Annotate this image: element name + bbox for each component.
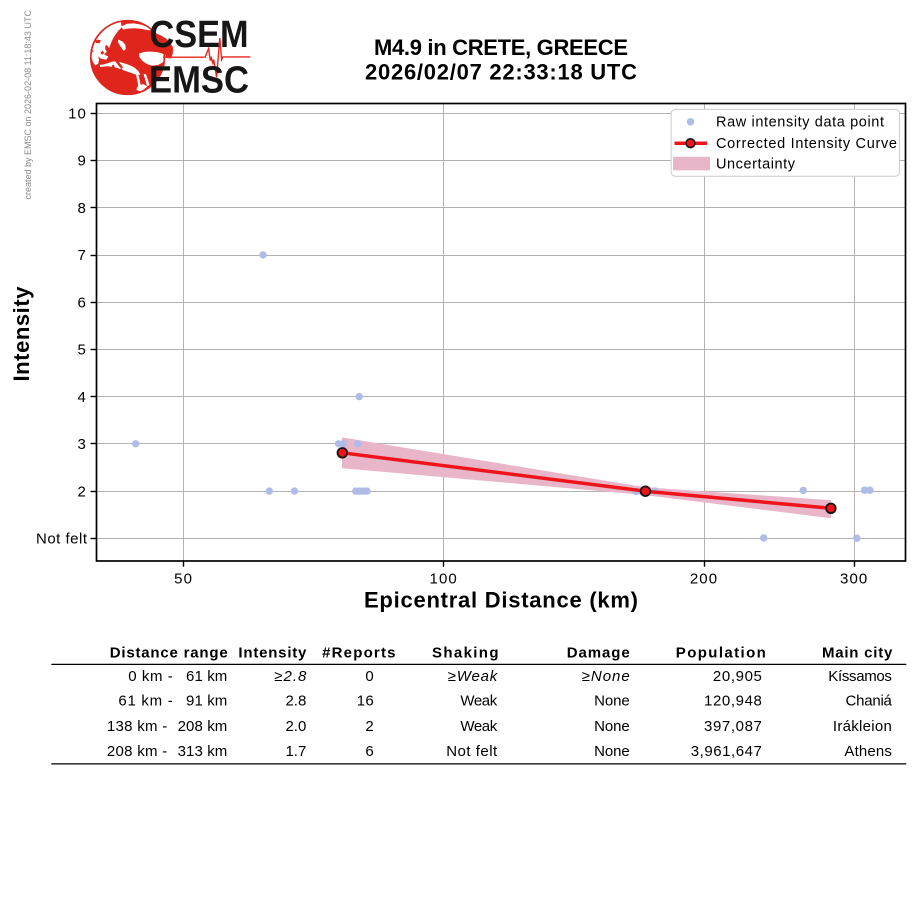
svg-text:50: 50	[174, 571, 193, 588]
svg-text:208 km -: 208 km -	[107, 743, 167, 760]
svg-text:300: 300	[840, 571, 868, 588]
svg-text:100: 100	[430, 571, 458, 588]
svg-text:Shaking: Shaking	[432, 645, 499, 662]
svg-text:Damage: Damage	[567, 645, 630, 662]
svg-text:4: 4	[78, 389, 87, 406]
svg-text:Raw intensity data point: Raw intensity data point	[716, 115, 884, 131]
svg-text:Weak: Weak	[460, 718, 497, 735]
svg-text:Epicentral Distance (km): Epicentral Distance (km)	[364, 588, 638, 613]
svg-text:20,905: 20,905	[713, 668, 762, 685]
svg-text:138 km -: 138 km -	[107, 718, 167, 735]
svg-text:#Reports: #Reports	[322, 645, 395, 662]
svg-text:Uncertainty: Uncertainty	[716, 156, 796, 172]
svg-text:EMSC: EMSC	[149, 59, 249, 101]
svg-text:3,961,647: 3,961,647	[691, 743, 762, 760]
svg-text:Weak: Weak	[460, 693, 497, 710]
svg-text:8: 8	[78, 200, 87, 217]
svg-text:6: 6	[78, 294, 87, 311]
svg-text:6: 6	[365, 743, 373, 760]
svg-text:Athens: Athens	[844, 743, 892, 760]
svg-text:1.7: 1.7	[285, 743, 306, 760]
svg-text:5: 5	[78, 342, 87, 359]
svg-text:M4.9 in CRETE, GREECE: M4.9 in CRETE, GREECE	[374, 35, 628, 60]
svg-text:120,948: 120,948	[704, 693, 762, 710]
svg-text:Kíssamos: Kíssamos	[828, 668, 892, 685]
svg-text:Not felt: Not felt	[446, 743, 498, 760]
svg-text:Chaniá: Chaniá	[846, 693, 893, 710]
svg-text:Not felt: Not felt	[36, 531, 88, 548]
svg-text:CSEM: CSEM	[150, 14, 249, 56]
svg-text:2: 2	[365, 718, 373, 735]
svg-text:9: 9	[78, 153, 87, 170]
svg-text:61 km -: 61 km -	[118, 693, 172, 710]
svg-text:16: 16	[357, 693, 374, 710]
svg-text:≥2.8: ≥2.8	[274, 668, 307, 685]
svg-text:2026/02/07 22:33:18 UTC: 2026/02/07 22:33:18 UTC	[365, 60, 637, 85]
svg-text:≥None: ≥None	[582, 668, 630, 685]
svg-text:2.8: 2.8	[285, 693, 306, 710]
svg-text:Corrected Intensity Curve: Corrected Intensity Curve	[716, 136, 897, 152]
svg-text:Intensity: Intensity	[238, 645, 307, 662]
svg-text:None: None	[594, 718, 630, 735]
svg-text:397,087: 397,087	[704, 718, 762, 735]
svg-text:≥Weak: ≥Weak	[448, 668, 499, 685]
svg-text:200: 200	[690, 571, 718, 588]
svg-text:Population: Population	[676, 645, 766, 662]
svg-text:91 km: 91 km	[186, 693, 227, 710]
svg-text:None: None	[594, 693, 630, 710]
svg-text:7: 7	[78, 247, 87, 264]
svg-text:61 km: 61 km	[186, 668, 227, 685]
svg-text:10: 10	[68, 105, 87, 122]
svg-text:Main city: Main city	[822, 645, 893, 662]
svg-text:0: 0	[365, 668, 373, 685]
svg-text:2: 2	[78, 483, 87, 500]
svg-text:Distance range: Distance range	[110, 645, 228, 662]
svg-text:None: None	[594, 743, 630, 760]
svg-text:0 km -: 0 km -	[128, 668, 172, 685]
svg-text:208 km: 208 km	[178, 718, 228, 735]
svg-text:3: 3	[78, 436, 87, 453]
svg-text:313 km: 313 km	[178, 743, 228, 760]
svg-text:Intensity: Intensity	[9, 286, 34, 382]
svg-text:created by EMSC on 2026-02-08: created by EMSC on 2026-02-08 11:18:43 U…	[23, 10, 33, 200]
svg-text:2.0: 2.0	[285, 718, 306, 735]
svg-text:Irákleion: Irákleion	[833, 718, 892, 735]
